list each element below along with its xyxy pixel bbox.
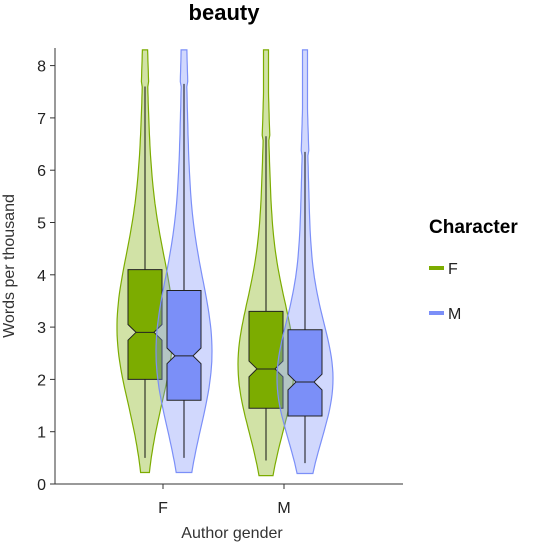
legend-label-f: F: [448, 261, 458, 278]
y-axis-label: Words per thousand: [1, 194, 18, 338]
violin-group-m-in-m: [276, 49, 334, 475]
legend-swatch-m: [429, 311, 444, 315]
y-tick-label: 6: [37, 163, 46, 180]
legend-title: Character: [429, 217, 518, 238]
legend: Character F M: [429, 217, 518, 323]
violin-group-m-in-f: [155, 49, 213, 474]
x-axis-label: Author gender: [181, 525, 283, 542]
y-tick-label: 5: [37, 216, 46, 233]
y-axis-ticks: 0 1 2 3 4 5 6 7 8: [37, 59, 55, 494]
y-tick-label: 4: [37, 268, 46, 285]
y-tick-label: 1: [37, 425, 46, 442]
y-tick-label: 0: [37, 477, 46, 494]
legend-swatch-f: [429, 266, 444, 270]
plot-area: [116, 49, 334, 477]
chart-title: beauty: [189, 0, 261, 25]
y-tick-label: 2: [37, 372, 46, 389]
box-m-f: [166, 290, 202, 401]
y-tick-label: 3: [37, 320, 46, 337]
box-m-m: [287, 329, 323, 417]
y-tick-label: 8: [37, 59, 46, 76]
box-f-m: [248, 310, 284, 409]
violin-group-f-in-m: [237, 49, 295, 477]
y-tick-label: 7: [37, 111, 46, 128]
legend-label-m: M: [448, 306, 461, 323]
x-tick-label: M: [277, 500, 290, 517]
x-tick-label: F: [158, 500, 168, 517]
box-f-f: [127, 269, 163, 380]
